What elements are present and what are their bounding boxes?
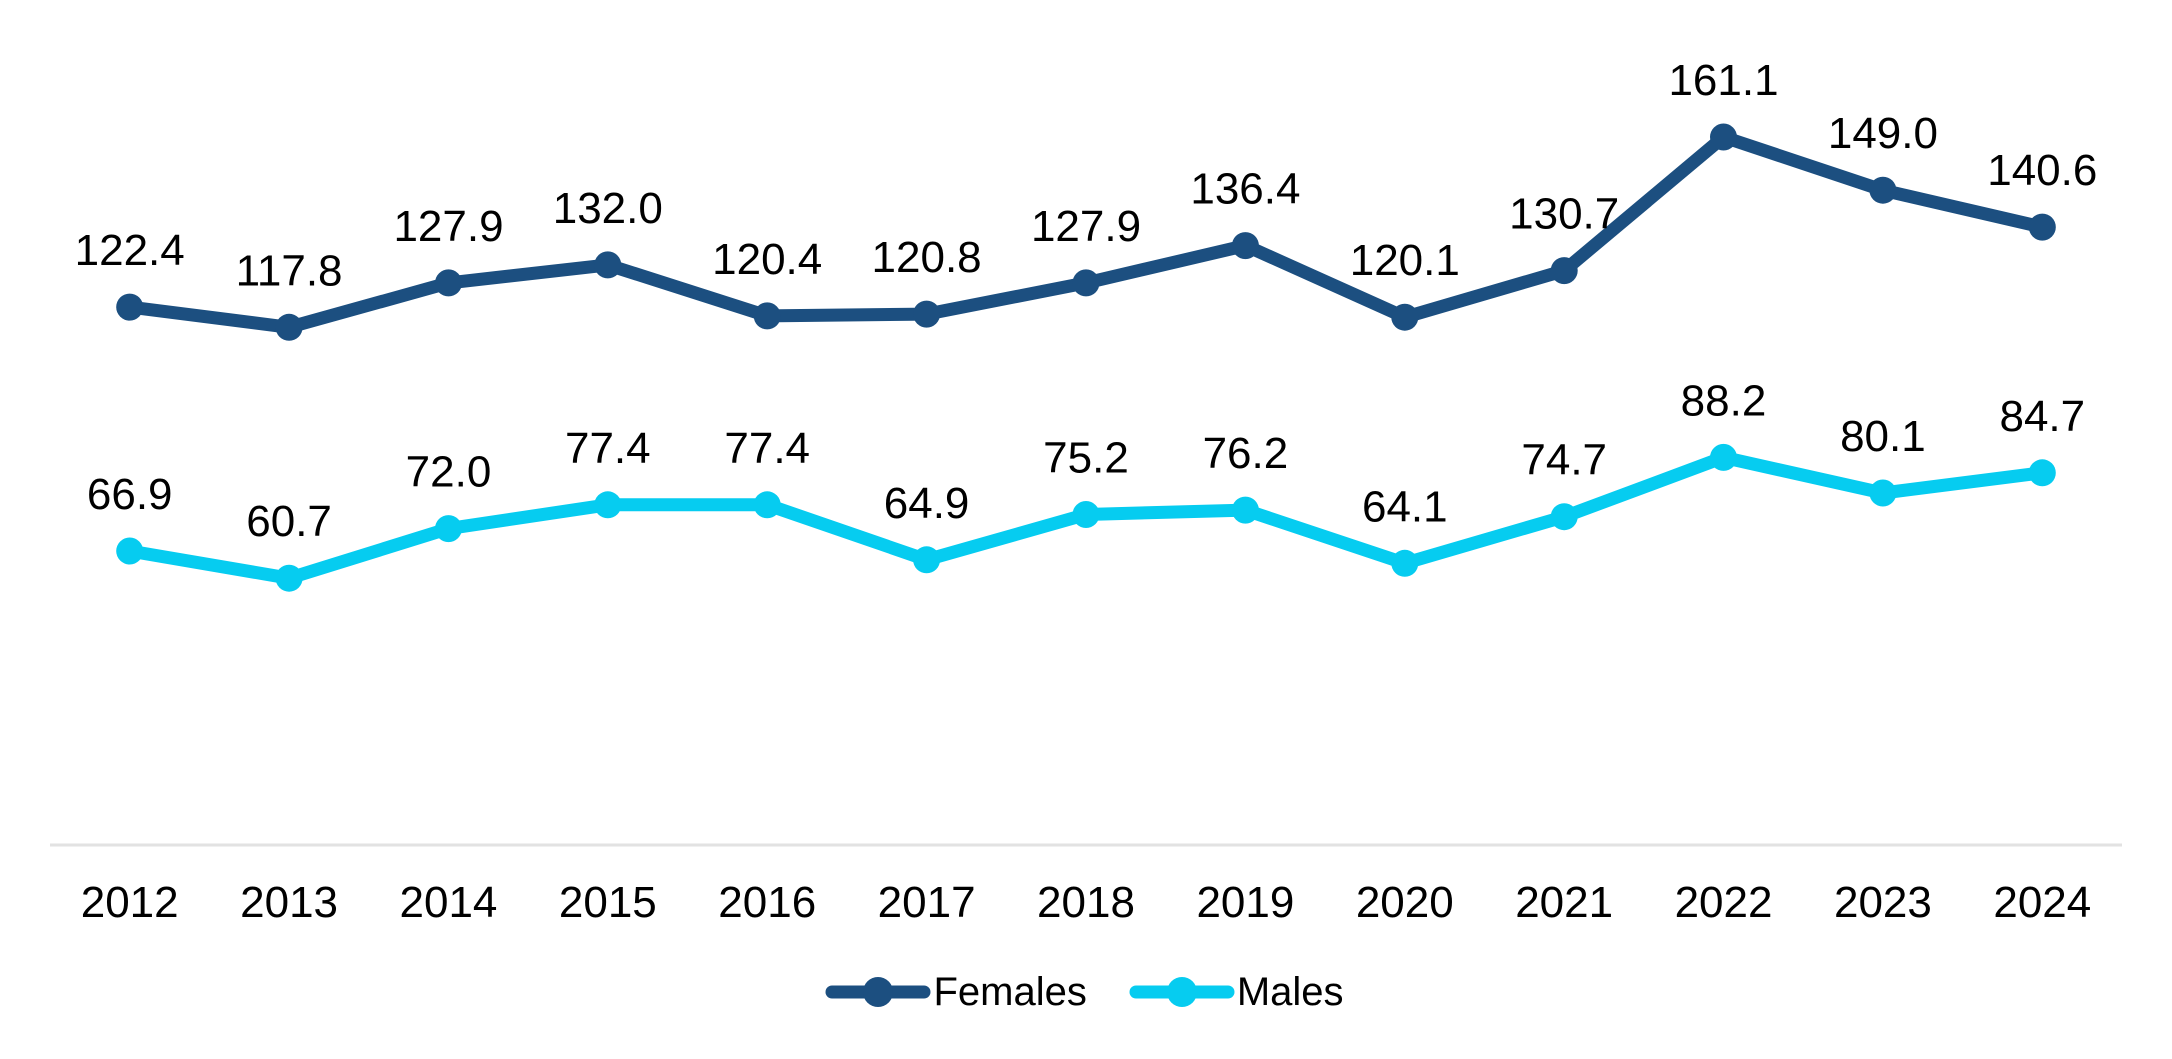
series-males: 66.9 60.7 72.0 77.4 77.4 64.9 75.2 76.2 64.1 74.7… (87, 376, 2085, 592)
chart-legend: Females Males (0, 972, 2172, 1012)
data-label: 80.1 (1840, 412, 1926, 461)
data-point-marker (913, 300, 941, 328)
data-label: 120.1 (1350, 236, 1460, 285)
data-label: 136.4 (1190, 165, 1300, 214)
data-label: 64.1 (1362, 482, 1448, 531)
x-tick-label-2012: 2012 (81, 878, 179, 927)
data-point-marker (1391, 303, 1419, 331)
data-label: 84.7 (1999, 392, 2085, 441)
data-label: 130.7 (1509, 190, 1619, 239)
data-point-marker (2028, 459, 2056, 487)
x-tick-label-2013: 2013 (240, 878, 338, 927)
data-label: 140.6 (1987, 146, 2097, 195)
x-tick-label-2019: 2019 (1196, 878, 1294, 927)
legend-label-females: Females (933, 970, 1087, 1014)
females-line-sample-icon (825, 977, 931, 1007)
data-label: 66.9 (87, 470, 173, 519)
data-point-marker (275, 564, 303, 592)
data-label: 122.4 (75, 226, 185, 275)
data-point-marker (594, 491, 622, 519)
data-point-marker (1869, 479, 1897, 507)
x-tick-label-2021: 2021 (1515, 878, 1613, 927)
data-point-marker (116, 293, 144, 321)
data-label: 77.4 (724, 424, 810, 473)
data-point-marker (1072, 501, 1100, 528)
males-line-sample-icon (1129, 977, 1235, 1007)
data-point-marker (753, 302, 781, 330)
data-label: 88.2 (1681, 376, 1767, 425)
data-point-marker (275, 313, 303, 341)
data-label: 64.9 (884, 479, 970, 528)
legend-item-males: Males (1129, 970, 1344, 1014)
data-point-marker (435, 269, 462, 297)
data-point-marker (116, 537, 144, 565)
data-label: 132.0 (553, 184, 663, 233)
data-point-marker (435, 515, 462, 543)
data-label: 72.0 (406, 448, 492, 497)
data-label: 76.2 (1203, 429, 1289, 478)
data-label: 60.7 (246, 497, 332, 546)
data-point-marker (1391, 549, 1419, 577)
series-females: 122.4 117.8 127.9 132.0 120.4 120.8 127.9 136.4… (75, 56, 2097, 341)
data-point-marker (1710, 123, 1737, 151)
x-tick-label-2015: 2015 (559, 878, 657, 927)
data-point-marker (1710, 443, 1737, 471)
data-label: 117.8 (236, 246, 343, 295)
data-label: 74.7 (1521, 436, 1607, 485)
x-tick-label-2018: 2018 (1037, 878, 1135, 927)
x-tick-label-2022: 2022 (1675, 878, 1773, 927)
data-label: 77.4 (565, 424, 651, 473)
data-label: 75.2 (1043, 434, 1129, 483)
data-label: 120.8 (872, 233, 982, 282)
data-point-marker (1231, 232, 1259, 260)
data-label: 161.1 (1668, 56, 1778, 105)
x-tick-label-2014: 2014 (400, 878, 498, 927)
data-point-marker (594, 251, 622, 279)
data-label: 127.9 (393, 202, 503, 251)
data-point-marker (1550, 503, 1578, 531)
data-point-marker (753, 491, 781, 519)
data-point-marker (1072, 269, 1100, 297)
data-point-marker (1869, 176, 1897, 204)
x-tick-label-2016: 2016 (718, 878, 816, 927)
legend-item-females: Females (825, 970, 1087, 1014)
data-label: 149.0 (1828, 109, 1938, 158)
x-tick-label-2024: 2024 (1993, 878, 2091, 927)
data-point-marker (1550, 257, 1578, 285)
data-label: 127.9 (1031, 202, 1141, 251)
x-tick-label-2020: 2020 (1356, 878, 1454, 927)
legend-label-males: Males (1236, 970, 1344, 1014)
data-point-marker (2028, 213, 2056, 241)
data-point-marker (913, 546, 941, 574)
data-label: 120.4 (712, 235, 822, 284)
x-tick-label-2023: 2023 (1834, 878, 1932, 927)
data-point-marker (1231, 496, 1259, 524)
x-tick-label-2017: 2017 (878, 878, 976, 927)
